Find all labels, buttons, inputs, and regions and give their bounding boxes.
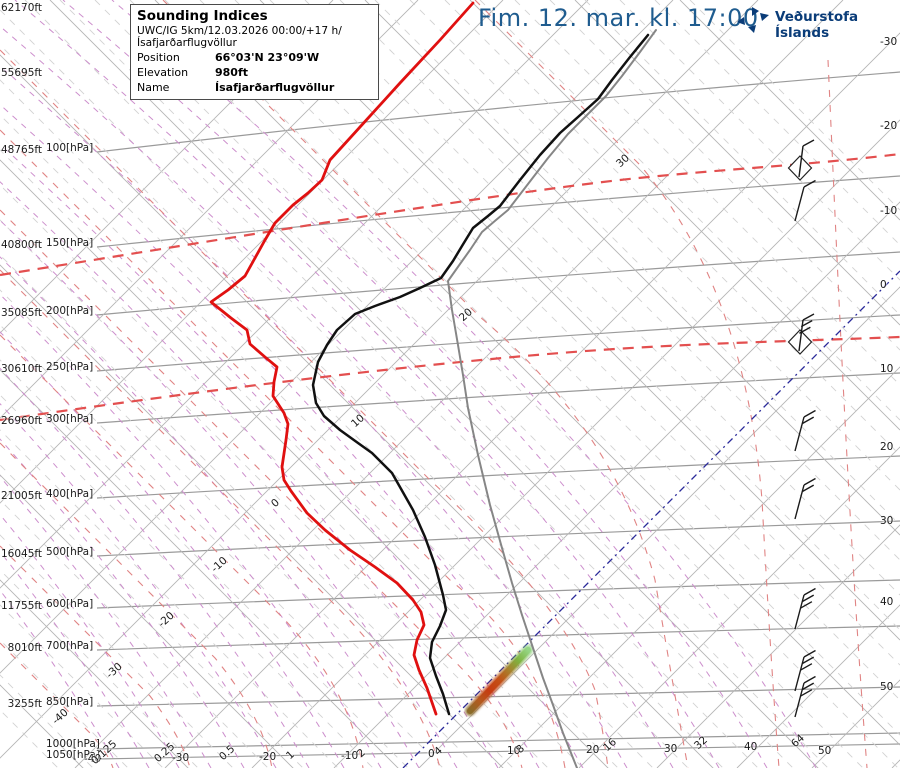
info-label: Position [137,51,180,64]
altitude-ft-label: 3255ft [7,698,42,710]
temperature-bottom-label: 40 [744,741,758,753]
pressure-hpa-label: 1000[hPa] [46,738,100,750]
altitude-ft-label: 21005ft [0,490,42,502]
info-value: 980ft [215,66,249,79]
mixing-ratio-lines [0,0,817,768]
altitude-ft-label: 48765ft [0,144,42,156]
temperature-bottom-label: -30 [172,752,190,764]
pressure-hpa-label: 400[hPa] [46,488,94,500]
temperature-bottom-label: 30 [664,743,678,755]
temperature-bottom-label: 50 [818,745,832,757]
temperature-bottom-label: -20 [259,751,277,763]
sounding-indices-box: Sounding Indices UWC/IG 5km/12.03.2026 0… [130,4,379,100]
temperature-bottom-label: 0 [428,748,435,760]
blue-reference-line [402,270,900,768]
temperature-right-label: -10 [880,205,898,217]
altitude-ft-label: 16045ft [0,548,42,560]
pressure-hpa-label: 250[hPa] [46,361,94,373]
moist-adiabat-lines [0,0,868,768]
info-box-title: Sounding Indices [137,8,268,24]
pressure-hpa-label: 100[hPa] [46,142,94,154]
tropopause-maxwind-lines [0,152,900,422]
wind-barbs [787,139,816,718]
altitude-ft-label: 40800ft [0,239,42,251]
info-label: Name [137,81,170,94]
isobar-lines [96,71,900,760]
altitude-ft-label: 62170ft [0,2,42,14]
temperature-right-label: 40 [880,596,894,608]
temperature-right-label: 10 [880,363,894,375]
info-box-row: Name Ísafjarðarflugvöllur [137,80,372,95]
altitude-ft-label: 55695ft [0,67,42,79]
altitude-ft-label: 11755ft [0,600,42,612]
temperature-right-label: -30 [880,36,898,48]
temperature-right-label: -20 [880,120,898,132]
temperature-bottom-label: 10 [507,745,521,757]
dewpoint-red-curve [209,1,475,716]
vedurstofa-logo-icon [737,7,769,33]
pressure-hpa-label: 150[hPa] [46,237,94,249]
info-value: Ísafjarðarflugvöllur [215,81,335,94]
parcel-gray-curve [447,29,657,768]
pressure-hpa-label: 600[hPa] [46,598,94,610]
chart-title: Fim. 12. mar. kl. 17:00 [478,4,759,32]
vedurstofa-brand-text: Veðurstofa Íslands [775,9,859,41]
altitude-ft-label: 35085ft [0,307,42,319]
temperature-bottom-label: 20 [586,744,600,756]
temperature-right-label: 30 [880,515,894,527]
temperature-right-label: 50 [880,681,894,693]
temperature-black-curve [311,33,650,716]
temperature-right-label: 0 [880,279,887,291]
pressure-hpa-label: 200[hPa] [46,305,94,317]
pressure-hpa-label: 700[hPa] [46,640,94,652]
pressure-hpa-label: 300[hPa] [46,413,94,425]
pressure-hpa-label: 1050[hPa] [46,749,100,761]
temperature-bottom-label: -40 [84,753,102,765]
info-value: 66°03'N 23°09'W [215,51,320,64]
info-box-row: Elevation 980ft [137,65,372,80]
info-box-row: Position 66°03'N 23°09'W [137,50,372,65]
altitude-ft-label: 30610ft [0,363,42,375]
pressure-hpa-label: 500[hPa] [46,546,94,558]
info-box-subtitle: UWC/IG 5km/12.03.2026 00:00/+17 h/Ísafja… [137,25,342,49]
pressure-hpa-label: 850[hPa] [46,696,94,708]
altitude-ft-label: 26960ft [0,415,42,427]
temperature-right-label: 20 [880,441,894,453]
info-label: Elevation [137,66,189,79]
altitude-ft-label: 8010ft [7,642,42,654]
temperature-bottom-label: -10 [341,750,359,762]
surface-layer-gradient-bar [465,645,533,716]
